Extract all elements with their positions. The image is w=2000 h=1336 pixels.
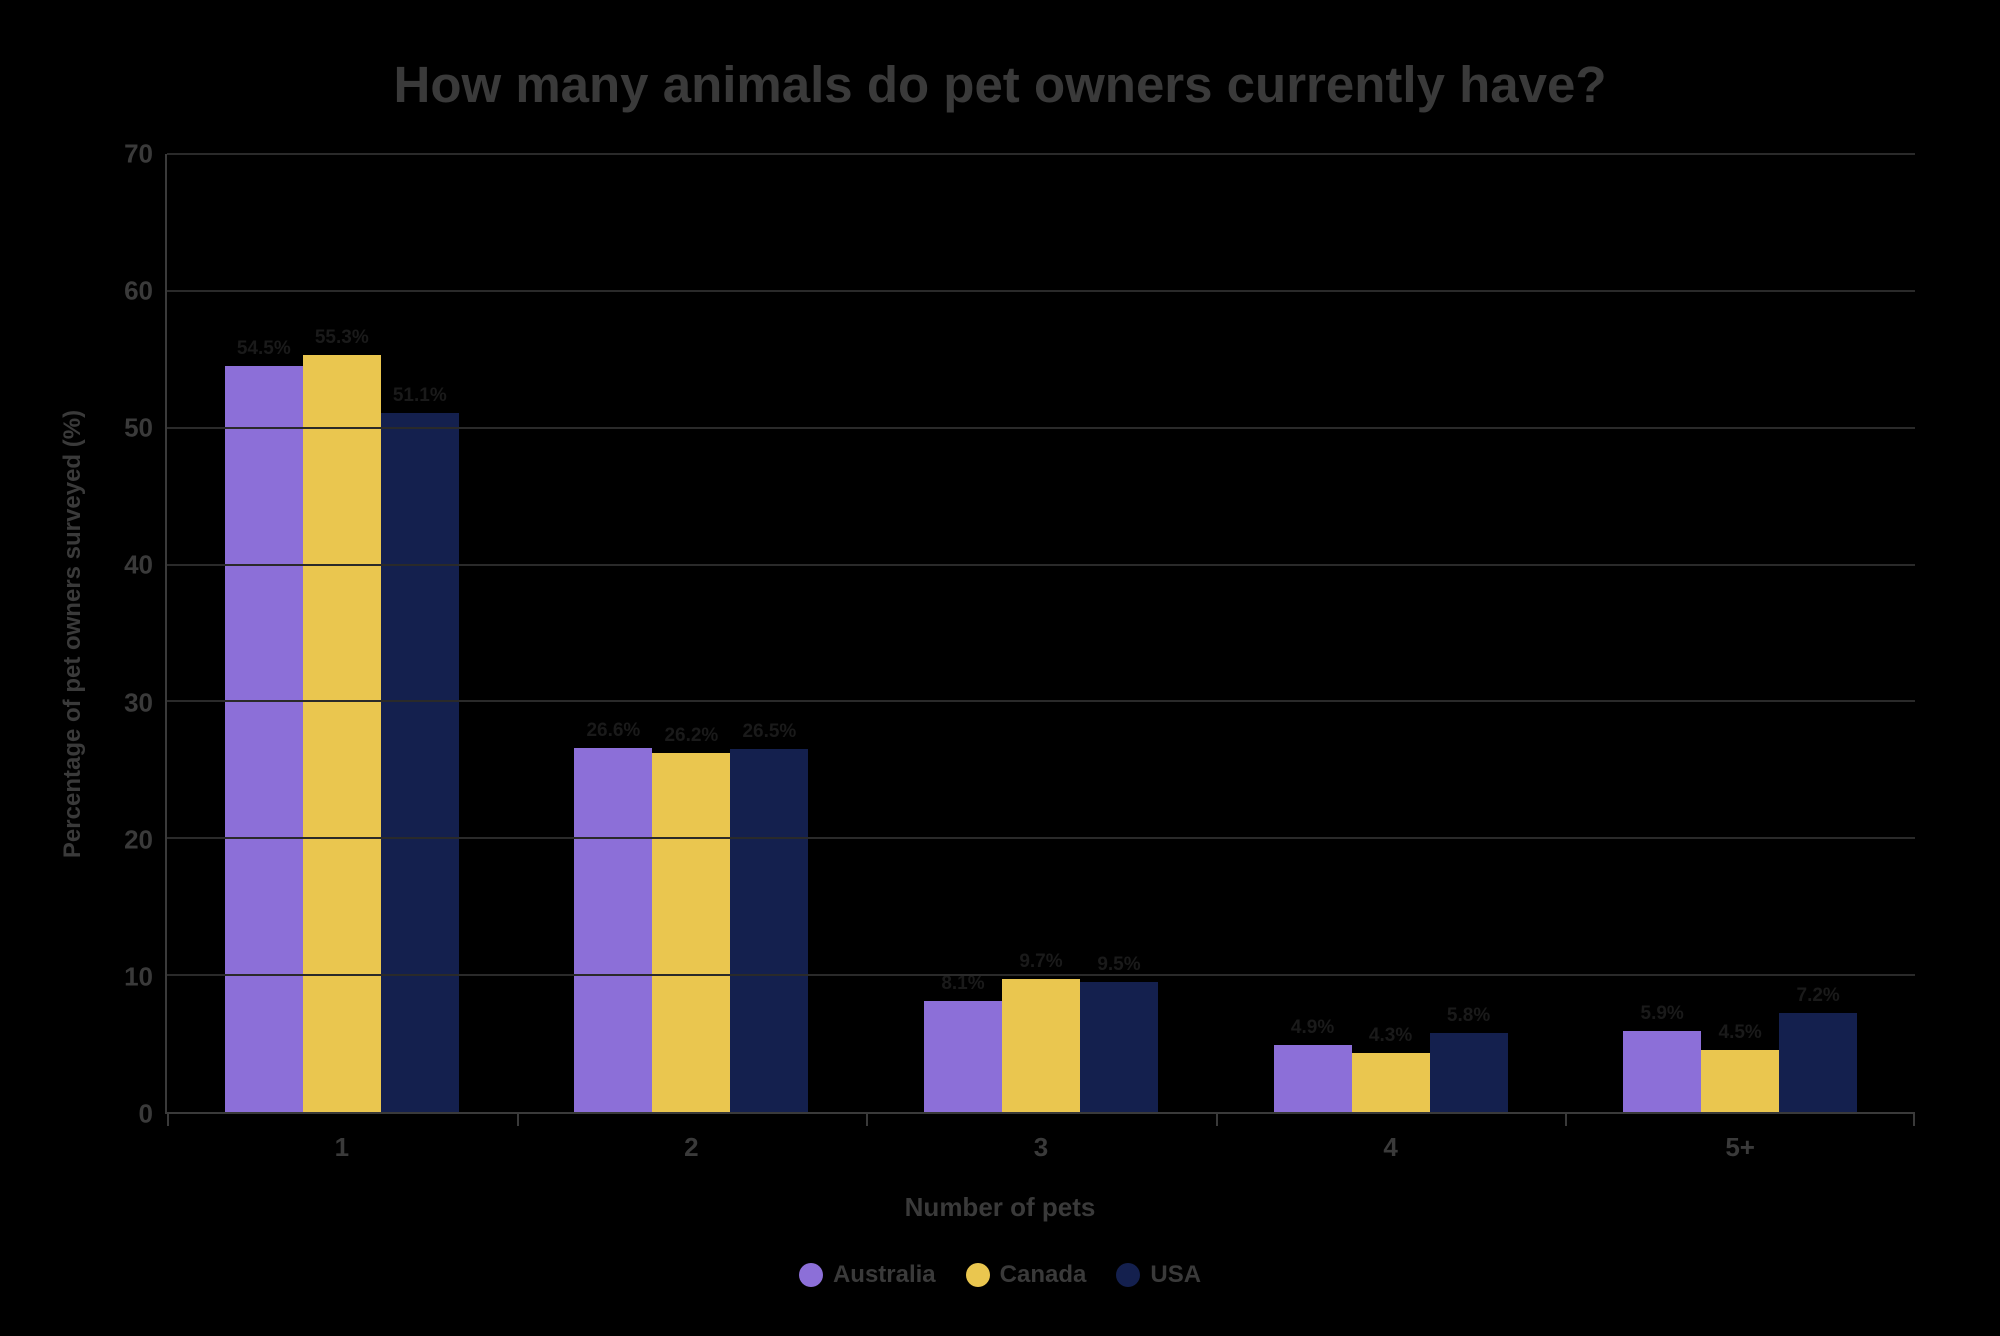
x-tick: 4 [1216, 1112, 1566, 1163]
bar [652, 753, 730, 1112]
bar [924, 1001, 1002, 1112]
x-tick-label: 2 [684, 1132, 698, 1162]
bar-wrap: 26.2% [652, 753, 730, 1112]
bar [303, 355, 381, 1112]
bar-wrap: 5.9% [1623, 1031, 1701, 1112]
bar-group: 5.9%4.5%7.2% [1565, 154, 1915, 1112]
bar-value-label: 4.9% [1291, 1017, 1334, 1039]
bar-value-label: 26.6% [586, 720, 640, 742]
bar-wrap: 54.5% [225, 366, 303, 1112]
legend: Australia Canada USA [85, 1261, 1915, 1289]
y-tick-label: 10 [124, 961, 153, 992]
x-tick: 5+ [1565, 1112, 1915, 1163]
bars-layer: 54.5%55.3%51.1%26.6%26.2%26.5%8.1%9.7%9.… [167, 154, 1915, 1112]
bar-wrap: 7.2% [1779, 1013, 1857, 1112]
bar-value-label: 5.8% [1447, 1005, 1490, 1027]
x-tick-line [167, 1112, 169, 1126]
x-tick-line [1565, 1112, 1567, 1126]
bar-group: 54.5%55.3%51.1% [167, 154, 517, 1112]
bar-value-label: 54.5% [237, 338, 291, 360]
bar-wrap: 26.5% [730, 749, 808, 1112]
bar-wrap: 8.1% [924, 1001, 1002, 1112]
legend-item: USA [1116, 1261, 1201, 1289]
y-tick-label: 70 [124, 139, 153, 170]
bar [225, 366, 303, 1112]
bar-value-label: 51.1% [393, 385, 447, 407]
bar [1080, 982, 1158, 1112]
bar-wrap: 9.5% [1080, 982, 1158, 1112]
legend-swatch [799, 1263, 823, 1287]
plot-area: Percentage of pet owners surveyed (%) 01… [85, 154, 1915, 1114]
bar-value-label: 7.2% [1797, 985, 1840, 1007]
bar-wrap: 51.1% [381, 413, 459, 1112]
bar [1430, 1033, 1508, 1112]
x-axis-label: Number of pets [85, 1192, 1915, 1223]
bar [574, 748, 652, 1112]
bar-value-label: 9.7% [1019, 951, 1062, 973]
y-tick-label: 60 [124, 276, 153, 307]
bar [1002, 979, 1080, 1112]
bar [1701, 1050, 1779, 1112]
bar-value-label: 4.5% [1719, 1022, 1762, 1044]
grid-area: 54.5%55.3%51.1%26.6%26.2%26.5%8.1%9.7%9.… [165, 154, 1915, 1114]
x-tick-line [866, 1112, 868, 1126]
legend-text: Australia [833, 1261, 936, 1289]
legend-swatch [966, 1263, 990, 1287]
x-tick-label: 5+ [1725, 1132, 1755, 1162]
bar-value-label: 9.5% [1097, 954, 1140, 976]
bar-wrap: 9.7% [1002, 979, 1080, 1112]
x-tick: 1 [167, 1112, 517, 1163]
y-tick-label: 30 [124, 687, 153, 718]
bar [381, 413, 459, 1112]
bar-wrap: 5.8% [1430, 1033, 1508, 1112]
bar [1274, 1045, 1352, 1112]
chart-title: How many animals do pet owners currently… [85, 55, 1915, 114]
bar-value-label: 55.3% [315, 327, 369, 349]
y-tick-label: 20 [124, 824, 153, 855]
bar-group: 8.1%9.7%9.5% [866, 154, 1216, 1112]
bar-value-label: 26.5% [742, 721, 796, 743]
bar [730, 749, 808, 1112]
bar-wrap: 4.5% [1701, 1050, 1779, 1112]
legend-item: Australia [799, 1261, 936, 1289]
bar-value-label: 5.9% [1641, 1003, 1684, 1025]
y-tick-label: 0 [139, 1099, 153, 1130]
y-tick-label: 50 [124, 413, 153, 444]
legend-item: Canada [966, 1261, 1087, 1289]
bar-wrap: 55.3% [303, 355, 381, 1112]
x-tick-label: 3 [1034, 1132, 1048, 1162]
x-tick-label: 1 [335, 1132, 349, 1162]
legend-swatch [1116, 1263, 1140, 1287]
chart-container: How many animals do pet owners currently… [0, 0, 2000, 1336]
bar [1352, 1053, 1430, 1112]
bar-wrap: 4.9% [1274, 1045, 1352, 1112]
y-axis-label: Percentage of pet owners surveyed (%) [59, 410, 87, 858]
x-tick-line [1216, 1112, 1218, 1126]
bar-group: 4.9%4.3%5.8% [1216, 154, 1566, 1112]
x-tick-line [517, 1112, 519, 1126]
bar [1779, 1013, 1857, 1112]
y-tick-label: 40 [124, 550, 153, 581]
bar-group: 26.6%26.2%26.5% [517, 154, 867, 1112]
x-tick: 2 [517, 1112, 867, 1163]
bar-wrap: 4.3% [1352, 1053, 1430, 1112]
bar-wrap: 26.6% [574, 748, 652, 1112]
y-axis: Percentage of pet owners surveyed (%) 01… [85, 154, 165, 1114]
bar [1623, 1031, 1701, 1112]
legend-text: USA [1150, 1261, 1201, 1289]
bar-value-label: 8.1% [941, 973, 984, 995]
x-tick-label: 4 [1383, 1132, 1397, 1162]
bar-value-label: 4.3% [1369, 1025, 1412, 1047]
x-tick: 3 [866, 1112, 1216, 1163]
x-ticks: 1 2 3 4 5+ [167, 1112, 1915, 1163]
legend-text: Canada [1000, 1261, 1087, 1289]
bar-value-label: 26.2% [664, 725, 718, 747]
x-tick-line [1913, 1112, 1915, 1126]
